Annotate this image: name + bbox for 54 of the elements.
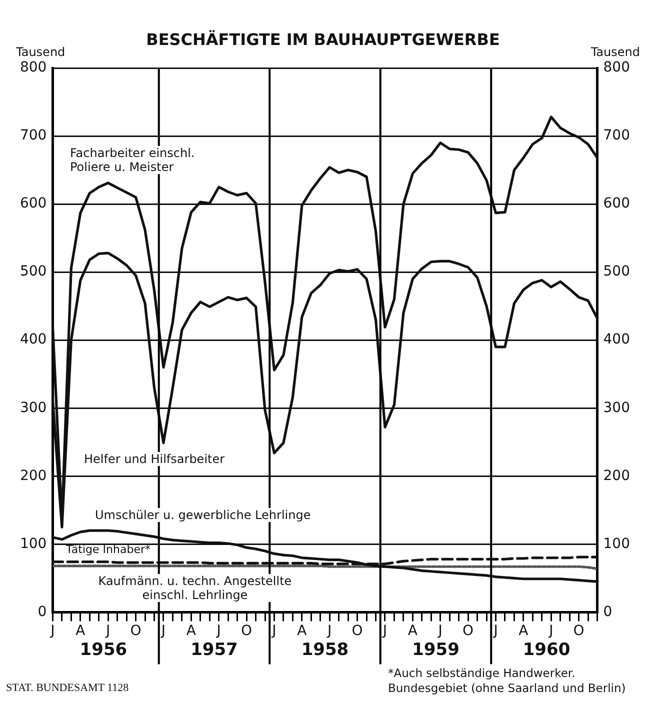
- y2-tick-label: 0: [603, 604, 612, 620]
- series-label: Kaufmänn. u. techn. Angestellte einschl. Lehrlinge: [90, 574, 300, 602]
- x-tick-label: J: [548, 623, 554, 640]
- y-axis-title: Tausend: [16, 45, 66, 59]
- x-tick-label: J: [160, 623, 166, 640]
- text: Bundesgebiet (ohne Saarland und Berlin): [388, 681, 626, 695]
- y2-tick-label: 600: [603, 196, 630, 212]
- x-tick-label: O: [352, 623, 363, 640]
- x-tick-label: O: [130, 623, 142, 640]
- x-tick-label: A: [297, 623, 308, 640]
- series-label: Helfer und Hilfsarbeiter: [84, 452, 225, 466]
- text: *Auch selbständige Handwerker.: [388, 666, 576, 680]
- x-tick-label: A: [518, 623, 529, 640]
- x-tick-label: J: [437, 623, 442, 640]
- x-tick-label: J: [216, 623, 221, 640]
- y-tick-label: 200: [20, 468, 47, 484]
- text: Facharbeiter einschl. Poliere u. Meister: [70, 146, 220, 174]
- x-tick-label: J: [382, 623, 388, 640]
- chart-title: BESCHÄFTIGTE IM BAUHAUPTGEWERBE: [146, 30, 500, 49]
- text: 1959: [411, 640, 460, 660]
- x-tick-label: J: [271, 623, 276, 640]
- y2-tick-label: 400: [603, 332, 630, 348]
- y-tick-label: 100: [20, 536, 47, 552]
- y-tick-label: 600: [20, 196, 47, 212]
- y-tick-label: 500: [20, 264, 47, 280]
- x-tick-label: J: [105, 623, 110, 640]
- text: 1956: [78, 640, 128, 660]
- series-label: Tätige Inhaber*: [66, 543, 150, 556]
- x-tick-label: J: [50, 623, 55, 640]
- text: STAT. BUNDESAMT 1128: [6, 682, 129, 694]
- x-tick-label: O: [462, 623, 474, 640]
- y-tick-label: 700: [20, 128, 47, 144]
- y2-tick-label: 200: [603, 468, 630, 484]
- text: 1958: [300, 640, 350, 660]
- y2-tick-label: 800: [603, 60, 630, 76]
- text: 1960: [522, 640, 572, 660]
- series-label: Umschüler u. gewerbliche Lehrlinge: [95, 508, 311, 522]
- x-tick-label: A: [76, 623, 86, 640]
- y2-tick-label: 500: [603, 264, 630, 280]
- text: 1957: [190, 640, 239, 660]
- y-tick-label: 800: [20, 60, 47, 76]
- y-tick-label: 400: [20, 332, 47, 348]
- x-tick-label: J: [326, 623, 332, 640]
- y2-tick-label: 100: [603, 536, 630, 552]
- x-tick-label: A: [186, 623, 196, 640]
- y-tick-label: 0: [38, 604, 47, 620]
- y2-axis-title: Tausend: [590, 45, 640, 59]
- y2-tick-label: 300: [603, 400, 630, 416]
- x-tick-label: J: [492, 623, 498, 640]
- y-tick-label: 300: [20, 400, 47, 416]
- x-tick-label: O: [241, 623, 252, 640]
- y2-tick-label: 700: [603, 128, 630, 144]
- x-tick-label: A: [408, 623, 418, 640]
- x-tick-label: O: [573, 623, 584, 640]
